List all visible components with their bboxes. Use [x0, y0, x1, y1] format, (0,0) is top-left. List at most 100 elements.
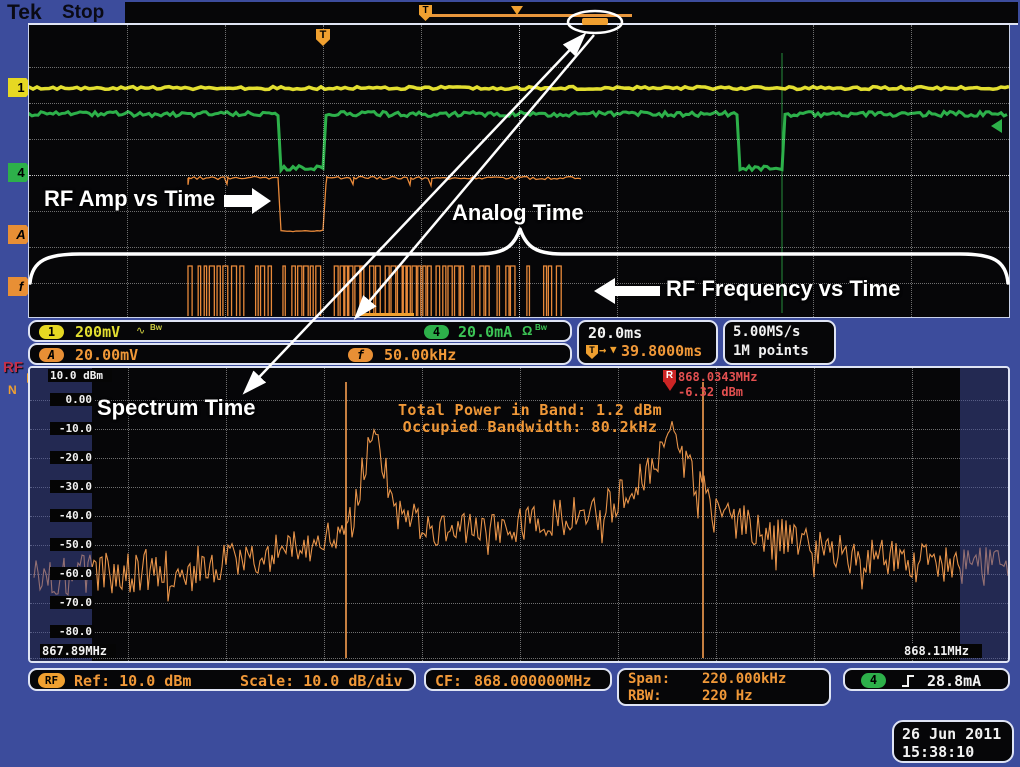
delay-marker-icon: ▼ [610, 343, 617, 356]
marker-triangle-icon [664, 382, 676, 391]
gridline [30, 574, 1008, 575]
channel-1-badge: 1 [39, 325, 64, 339]
gridline [323, 25, 324, 317]
spectrum-right-band [960, 368, 1008, 661]
gridline [30, 603, 1008, 604]
gridline [715, 25, 716, 317]
rf-amplitude-badge: A [39, 348, 64, 362]
y-axis-label: 0.00 [50, 393, 94, 406]
channel-1-badge: 1 [8, 78, 34, 97]
rf-ref-level-readout: Ref: 10.0 dBm [74, 672, 192, 690]
gridline [30, 429, 1008, 430]
gridline [127, 25, 128, 317]
obw-right-marker-line [702, 382, 704, 658]
trigger-t-icon: T [586, 345, 598, 359]
stop-frequency-label: 868.11MHz [902, 644, 982, 658]
rf-amplitude-badge: A [8, 225, 34, 244]
ch4-scale-readout: 20.0mA [458, 323, 513, 341]
datetime-box: 26 Jun 2011 15:38:10 [892, 720, 1014, 763]
spectrum-time-label: Spectrum Time [97, 395, 256, 420]
tek-logo: Tek [7, 1, 42, 24]
divider-line [28, 23, 1018, 25]
gridline [29, 67, 1009, 68]
y-axis-label: -40.0 [50, 509, 94, 522]
gridline [29, 175, 1009, 176]
wave-inspector-bar [125, 2, 1018, 23]
record-length-readout: 1M points [733, 343, 809, 359]
gridline [911, 25, 912, 317]
gridline [519, 25, 520, 317]
acquisition-readout-box: 5.00MS/s 1M points [723, 320, 836, 365]
rf-settings-box: RF Ref: 10.0 dBm Scale: 10.0 dB/div [28, 668, 416, 691]
rf-frequency-scale-readout: 50.00kHz [384, 346, 457, 364]
marker-r-icon: R [663, 370, 676, 382]
ch1-coupling-icon: ∿ [136, 325, 146, 337]
center-frequency-box: CF: 868.000000MHz [424, 668, 612, 691]
gridline [716, 368, 717, 661]
gridline [225, 25, 226, 317]
timebase-readout-box: 20.0ms T → ▼ 39.8000ms [577, 320, 718, 365]
trigger-slope-icon [902, 675, 914, 687]
gridline [30, 487, 1008, 488]
rf-frequency-badge: f [348, 348, 373, 362]
spectrum-graticule: 10.0 dBm 0.00 -10.0 -20.0 -30.0 -40.0 -50.0 -6… [28, 366, 1010, 663]
gridline [618, 368, 619, 661]
rf-amp-vs-time-label: RF Amp vs Time [44, 186, 216, 211]
obw-left-marker-line [345, 382, 347, 658]
trigger-readout-box: 4 28.8mA [843, 668, 1010, 691]
gridline [30, 400, 1008, 401]
gridline [421, 25, 422, 317]
gridline [617, 25, 618, 317]
zoom-window-bar [427, 14, 632, 17]
gridline [30, 458, 1008, 459]
time-domain-graticule: T [28, 25, 1010, 318]
total-power-readout: Total Power in Band: 1.2 dBm [397, 401, 663, 419]
channel-4-badge: 4 [8, 163, 34, 182]
rf-amplitude-scale-readout: 20.00mV [75, 346, 139, 364]
gridline [29, 247, 1009, 248]
sample-rate-readout: 5.00MS/s [733, 324, 801, 340]
date-readout: 26 Jun 2011 [902, 725, 1002, 743]
rbw-value-readout: 220 Hz [702, 688, 753, 704]
rf-frequency-vs-time-label: RF Frequency vs Time [666, 276, 901, 301]
trigger-level-arrow-icon [991, 119, 1002, 133]
rf-time-readout-box: A 20.00mV f 50.00kHz [28, 343, 572, 365]
gridline [324, 368, 325, 661]
trigger-delay-readout: 39.8000ms [621, 342, 703, 360]
gridline [912, 368, 913, 661]
expansion-point-icon [511, 6, 523, 15]
span-value-readout: 220.000kHz [702, 671, 787, 687]
timebase-scale-readout: 20.0ms [588, 324, 643, 342]
time-readout: 15:38:10 [902, 743, 975, 761]
cf-value-readout: 868.000000MHz [474, 672, 592, 690]
ch1-bandwidth-icon: Bw [150, 323, 162, 332]
cf-label: CF: [435, 672, 463, 690]
rf-badge: RF [38, 673, 65, 688]
span-label: Span: [628, 671, 671, 687]
gridline [30, 658, 1008, 659]
y-axis-label: -60.0 [50, 567, 94, 580]
y-axis-label: -80.0 [50, 625, 94, 638]
gridline [128, 368, 129, 661]
rf-badge-label: RF [3, 359, 23, 376]
trigger-level-readout: 28.8mA [927, 672, 982, 690]
rf-scale-readout: Scale: 10.0 dB/div [240, 672, 403, 690]
spectrum-trace [33, 421, 1008, 602]
acquisition-status: Stop [62, 2, 105, 23]
y-axis-label: -50.0 [50, 538, 94, 551]
marker-frequency-readout: 868.0343MHz [678, 370, 758, 384]
analog-time-label: Analog Time [452, 200, 584, 225]
y-axis-label: -70.0 [50, 596, 94, 609]
start-frequency-label: 867.89MHz [40, 644, 116, 658]
channel-4-badge: 4 [861, 673, 886, 688]
gridline [30, 632, 1008, 633]
ch1-ch4-readout-box: 1 200mV ∿ Bw 4 20.0mA Ω Bw [28, 320, 572, 342]
gridline [814, 368, 815, 661]
delay-arrow-icon: → [599, 343, 607, 357]
gridline [226, 368, 227, 661]
y-axis-label: -10.0 [50, 422, 94, 435]
ref-level-label: 10.0 dBm [48, 369, 112, 382]
rbw-label: RBW: [628, 688, 662, 704]
y-axis-label: -30.0 [50, 480, 94, 493]
